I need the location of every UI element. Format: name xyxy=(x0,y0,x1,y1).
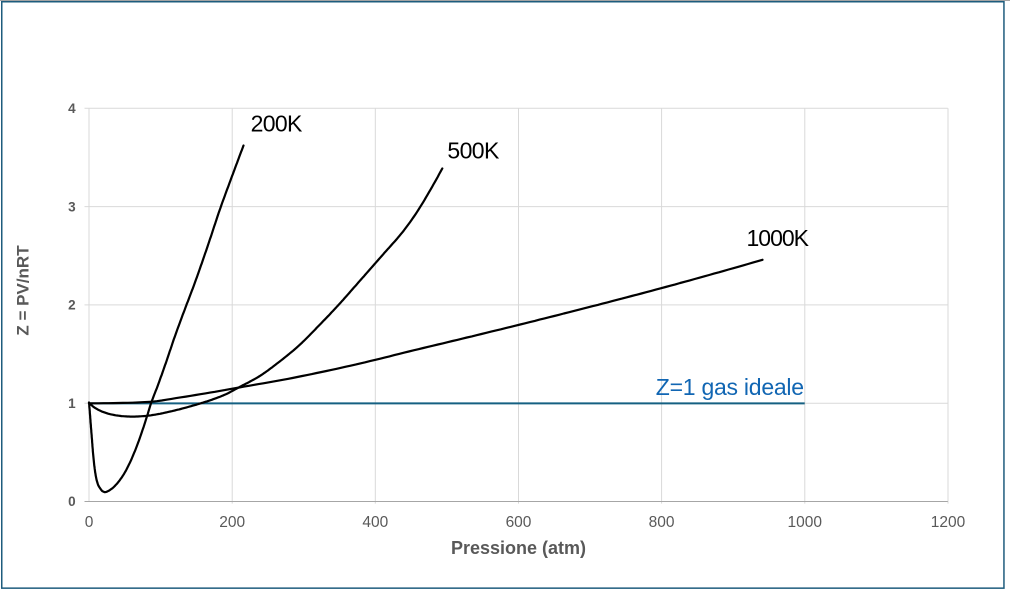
svg-text:1200: 1200 xyxy=(931,514,966,531)
svg-text:600: 600 xyxy=(506,514,532,531)
svg-text:4: 4 xyxy=(68,101,76,116)
svg-text:Z = PV/nRT: Z = PV/nRT xyxy=(14,245,33,336)
svg-text:Pressione (atm): Pressione (atm) xyxy=(451,538,586,558)
svg-text:0: 0 xyxy=(68,494,76,509)
svg-text:400: 400 xyxy=(362,514,388,531)
svg-text:1000: 1000 xyxy=(788,514,823,531)
svg-text:200: 200 xyxy=(219,514,245,531)
svg-text:3: 3 xyxy=(68,199,76,214)
svg-text:Z=1 gas ideale: Z=1 gas ideale xyxy=(656,374,804,400)
svg-text:200K: 200K xyxy=(251,111,303,137)
svg-text:2: 2 xyxy=(68,298,76,313)
svg-text:0: 0 xyxy=(85,514,94,531)
svg-text:500K: 500K xyxy=(447,138,500,164)
svg-text:800: 800 xyxy=(649,514,675,531)
svg-text:1000K: 1000K xyxy=(747,225,810,251)
svg-text:1: 1 xyxy=(68,396,76,411)
